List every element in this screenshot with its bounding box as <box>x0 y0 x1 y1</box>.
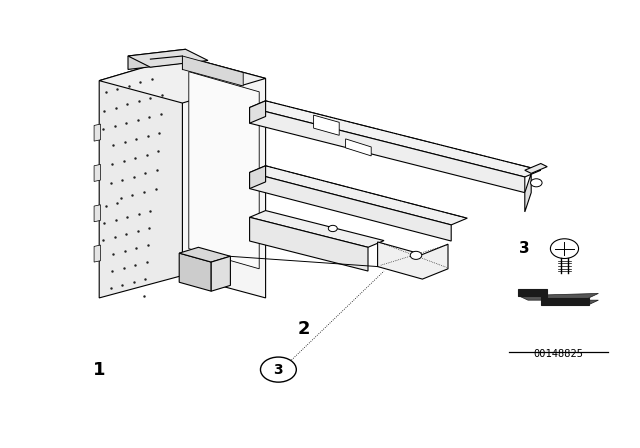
Polygon shape <box>99 56 266 103</box>
Polygon shape <box>518 289 589 305</box>
Polygon shape <box>525 164 547 173</box>
Polygon shape <box>182 56 243 86</box>
Polygon shape <box>94 245 100 262</box>
Polygon shape <box>189 72 259 269</box>
Polygon shape <box>250 166 266 189</box>
Polygon shape <box>314 115 339 135</box>
Polygon shape <box>128 49 208 67</box>
Polygon shape <box>179 253 211 291</box>
Polygon shape <box>250 101 541 177</box>
Polygon shape <box>346 139 371 156</box>
Text: 1: 1 <box>93 361 106 379</box>
Circle shape <box>531 179 542 187</box>
Text: 00148825: 00148825 <box>533 349 583 359</box>
Polygon shape <box>250 101 266 123</box>
Polygon shape <box>250 108 525 193</box>
Polygon shape <box>99 56 182 298</box>
Polygon shape <box>518 293 598 305</box>
Polygon shape <box>128 49 186 69</box>
Circle shape <box>550 239 579 258</box>
Polygon shape <box>250 172 451 241</box>
Circle shape <box>328 225 337 232</box>
Polygon shape <box>94 164 100 181</box>
Text: 3: 3 <box>273 362 284 377</box>
Polygon shape <box>250 211 384 247</box>
Polygon shape <box>525 173 531 212</box>
Polygon shape <box>250 166 467 225</box>
Polygon shape <box>94 124 100 141</box>
Polygon shape <box>179 247 230 262</box>
Polygon shape <box>211 256 230 291</box>
Circle shape <box>410 251 422 259</box>
Circle shape <box>260 357 296 382</box>
Polygon shape <box>378 242 448 279</box>
Text: 3: 3 <box>520 241 530 256</box>
Polygon shape <box>94 205 100 222</box>
Polygon shape <box>182 56 266 298</box>
Polygon shape <box>250 217 368 271</box>
Text: 2: 2 <box>298 320 310 338</box>
